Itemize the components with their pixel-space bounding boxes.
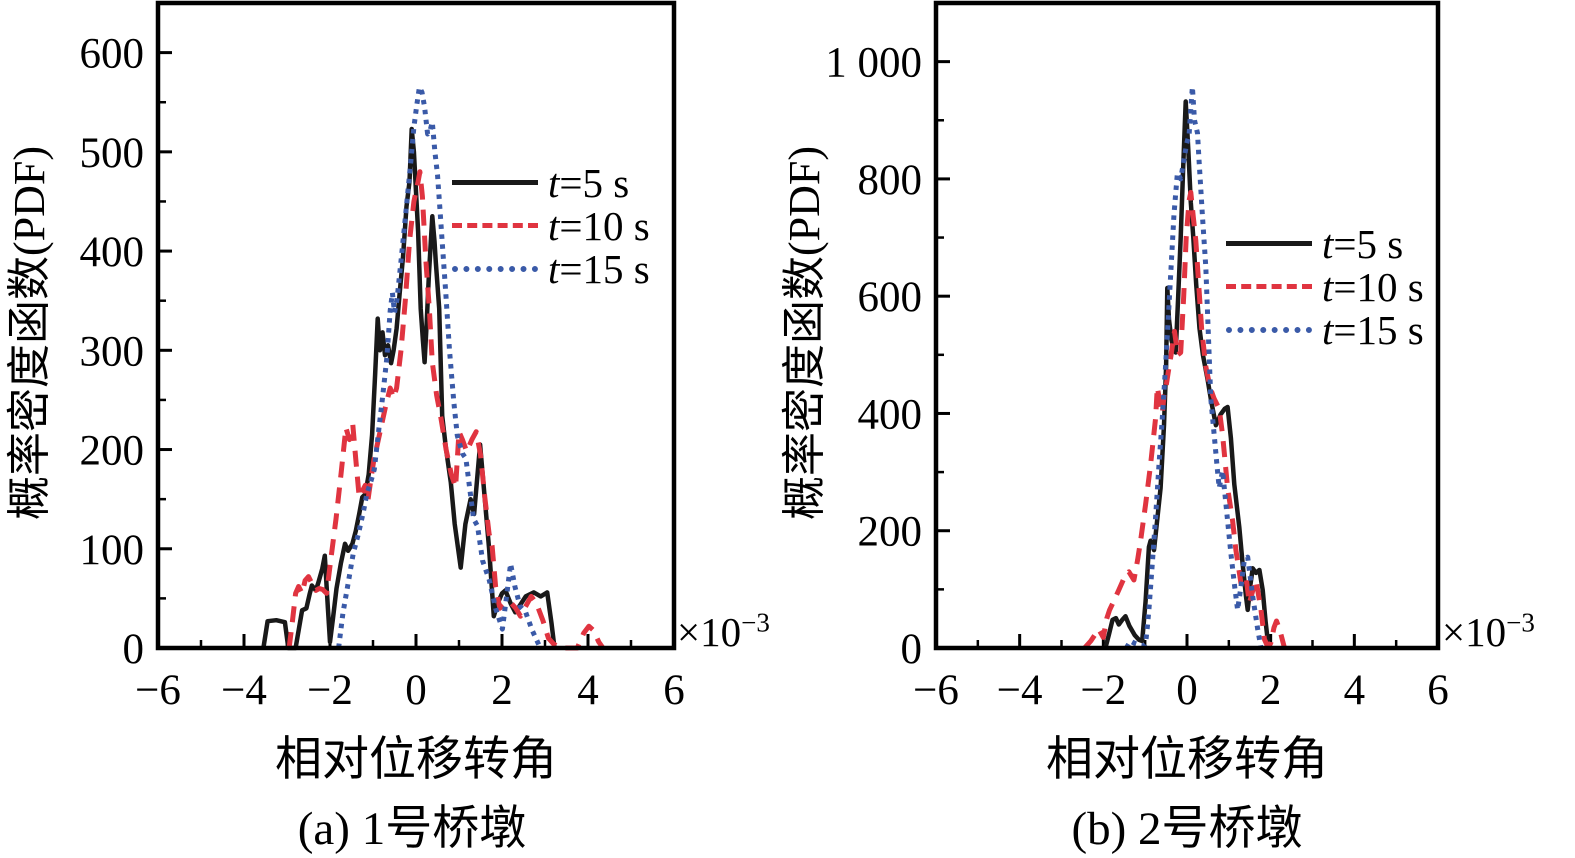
svg-text:1 000: 1 000 xyxy=(825,40,922,87)
svg-text:−6: −6 xyxy=(913,667,959,714)
legend-item-t10: t=10 s xyxy=(1226,263,1424,311)
svg-text:200: 200 xyxy=(858,509,923,556)
y-axis-label-pier1: 概率密度函数(PDF) xyxy=(5,145,54,521)
legend-symbol: t xyxy=(1322,306,1334,353)
svg-text:2: 2 xyxy=(1260,667,1282,714)
x-multiplier-exponent: −3 xyxy=(741,607,770,638)
legend-item-t10: t=10 s xyxy=(452,202,650,250)
legend-item-t15: t=15 s xyxy=(452,245,650,293)
legend-item-t5: t=5 s xyxy=(452,159,650,207)
legend-pier2: t=5 s t=10 s t=15 s xyxy=(1226,220,1424,354)
plot-area-pier1: −6 −4 −2 0 2 4 6 0 100 200 300 400 500 600 xyxy=(80,0,685,714)
legend-label-t10: t=10 s xyxy=(1322,263,1424,311)
svg-text:0: 0 xyxy=(123,626,145,673)
svg-text:6: 6 xyxy=(1427,667,1449,714)
x-multiplier-pier2: ×10−3 xyxy=(1442,608,1535,656)
svg-text:0: 0 xyxy=(1176,667,1198,714)
x-axis-label-pier1: 相对位移转角 xyxy=(275,734,557,786)
legend-text: =15 s xyxy=(1333,306,1424,353)
legend-symbol: t xyxy=(548,202,560,249)
legend-symbol: t xyxy=(1322,220,1334,267)
svg-text:4: 4 xyxy=(577,667,599,714)
legend-label-t10: t=10 s xyxy=(548,202,650,250)
svg-text:4: 4 xyxy=(1344,667,1366,714)
svg-text:200: 200 xyxy=(80,428,145,475)
caption-pier2: (b) 2号桥墩 xyxy=(1071,803,1303,855)
svg-text:500: 500 xyxy=(80,130,145,177)
svg-text:0: 0 xyxy=(405,667,427,714)
svg-text:−2: −2 xyxy=(307,667,353,714)
legend-text: =5 s xyxy=(559,159,630,206)
x-multiplier-pier1: ×10−3 xyxy=(677,608,770,656)
legend-line-dotted xyxy=(1226,326,1312,333)
svg-text:2: 2 xyxy=(491,667,513,714)
x-axis-label-pier2: 相对位移转角 xyxy=(1046,734,1328,786)
svg-text:400: 400 xyxy=(80,229,145,276)
svg-text:−4: −4 xyxy=(997,667,1043,714)
x-multiplier-exponent: −3 xyxy=(1506,607,1535,638)
legend-text: =15 s xyxy=(559,245,650,292)
legend-symbol: t xyxy=(1322,263,1334,310)
caption-pier1: (a) 1号桥墩 xyxy=(297,803,527,855)
svg-text:400: 400 xyxy=(858,391,923,438)
plot-area-pier2: −6 −4 −2 0 2 4 6 0 200 400 600 800 1 000 xyxy=(825,0,1449,714)
legend-line-solid xyxy=(1226,241,1312,246)
svg-text:100: 100 xyxy=(80,527,145,574)
legend-line-dashed xyxy=(1226,284,1312,289)
legend-line-dotted xyxy=(452,265,538,272)
legend-label-t15: t=15 s xyxy=(1322,306,1424,354)
y-axis-label-pier2: 概率密度函数(PDF) xyxy=(780,145,829,521)
legend-label-t5: t=5 s xyxy=(1322,220,1403,268)
svg-text:6: 6 xyxy=(663,667,685,714)
legend-pier1: t=5 s t=10 s t=15 s xyxy=(452,159,650,293)
legend-label-t5: t=5 s xyxy=(548,159,629,207)
x-multiplier-base: ×10 xyxy=(677,609,742,655)
legend-label-t15: t=15 s xyxy=(548,245,650,293)
legend-symbol: t xyxy=(548,245,560,292)
legend-text: =5 s xyxy=(1333,220,1404,267)
legend-text: =10 s xyxy=(559,202,650,249)
svg-text:800: 800 xyxy=(858,157,923,204)
legend-symbol: t xyxy=(548,159,560,206)
legend-line-solid xyxy=(452,180,538,185)
svg-text:−4: −4 xyxy=(221,667,267,714)
svg-text:0: 0 xyxy=(901,626,923,673)
svg-text:−2: −2 xyxy=(1080,667,1126,714)
svg-text:−6: −6 xyxy=(135,667,181,714)
legend-item-t5: t=5 s xyxy=(1226,220,1424,268)
legend-text: =10 s xyxy=(1333,263,1424,310)
x-multiplier-base: ×10 xyxy=(1442,609,1507,655)
legend-item-t15: t=15 s xyxy=(1226,306,1424,354)
legend-line-dashed xyxy=(452,223,538,228)
svg-text:600: 600 xyxy=(858,274,923,321)
svg-text:600: 600 xyxy=(80,31,145,78)
svg-text:300: 300 xyxy=(80,328,145,375)
